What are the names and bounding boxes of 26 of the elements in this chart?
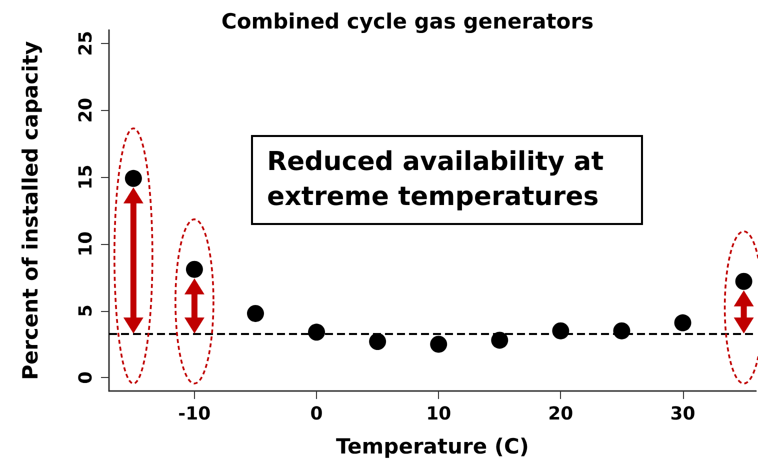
point: [124, 170, 142, 187]
x-tick-label: 20: [548, 404, 574, 424]
y-tick-label: 15: [76, 164, 96, 190]
y-tick-label: 5: [76, 304, 96, 318]
point: [369, 333, 386, 350]
point: [247, 304, 264, 322]
x-axis-title: Temperature (C): [336, 434, 529, 458]
y-tick-label: 20: [76, 98, 96, 123]
x-tick-label: 0: [310, 404, 323, 424]
x-tick-label: 30: [670, 404, 696, 424]
point: [430, 336, 448, 353]
point: [308, 324, 326, 341]
point: [613, 322, 630, 340]
point: [674, 314, 692, 332]
chart-title: Combined cycle gas generators: [221, 10, 594, 34]
point: [186, 260, 203, 278]
x-tick-label: -10: [178, 404, 211, 424]
annotation: Reduced availability at extreme temperatures: [251, 135, 643, 226]
point: [491, 332, 508, 349]
y-tick-label: 10: [76, 231, 96, 256]
y-axis-title: Percent of installed capacity: [18, 40, 42, 380]
point: [552, 322, 570, 340]
point: [735, 272, 752, 290]
y-tick-label: 0: [76, 371, 96, 384]
y-tick-label: 25: [76, 30, 96, 56]
x-tick-label: 10: [426, 404, 452, 424]
